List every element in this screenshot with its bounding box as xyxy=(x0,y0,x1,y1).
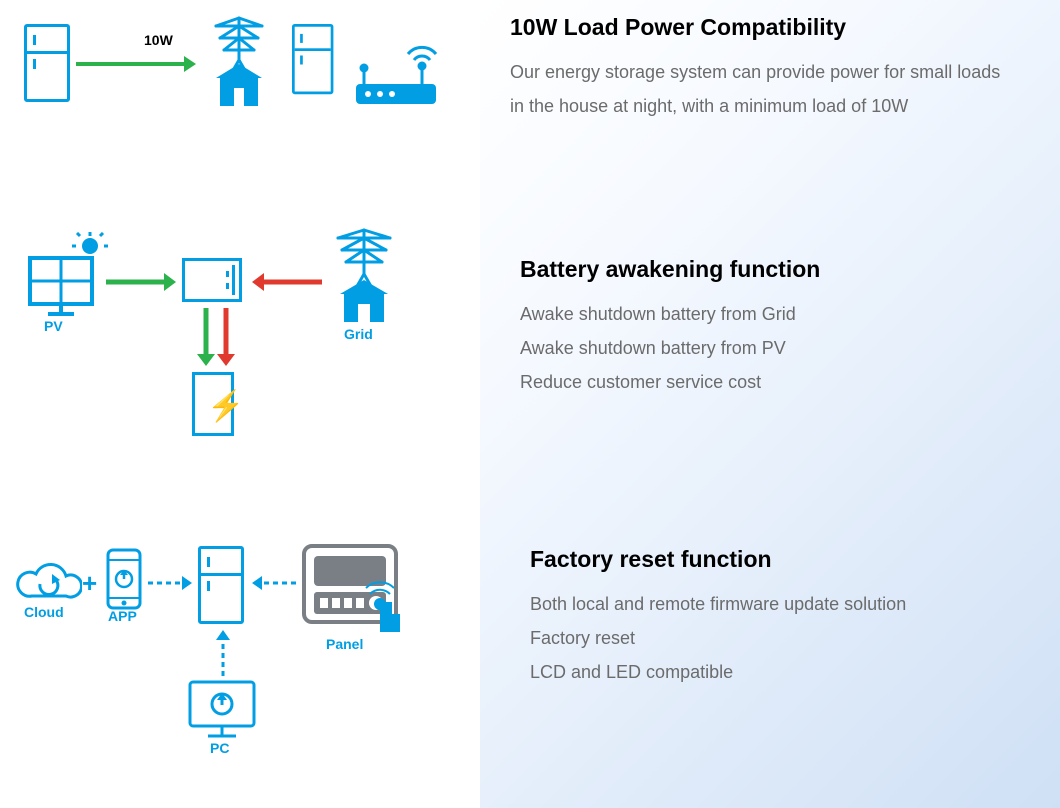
grid-label: Grid xyxy=(344,326,373,342)
section-1-body: Our energy storage system can provide po… xyxy=(510,55,1010,123)
pv-panel-icon xyxy=(24,232,114,322)
section-1-title: 10W Load Power Compatibility xyxy=(510,14,1010,41)
panel-icon xyxy=(300,542,410,634)
grid-icon xyxy=(324,226,404,326)
section-2-line-1: Awake shutdown battery from PV xyxy=(520,331,1020,365)
cloud-label: Cloud xyxy=(24,604,64,620)
arrow-10w xyxy=(76,54,196,74)
panel-label: Panel xyxy=(326,636,363,652)
app-phone-icon xyxy=(104,548,144,614)
arrow-grid-inverter xyxy=(252,272,322,292)
diagram-load-compat: 10W xyxy=(24,14,464,154)
arrow-panel-unit xyxy=(252,574,296,592)
battery-icon: ⚡ xyxy=(192,372,234,436)
grid-house-icon xyxy=(202,14,276,110)
section-2-title: Battery awakening function xyxy=(520,256,1020,283)
pc-icon xyxy=(184,678,260,744)
diagram-battery-awaken: PV xyxy=(24,232,464,482)
arrow-app-unit xyxy=(148,574,192,592)
arrow-pv-inverter xyxy=(106,272,176,292)
storage-unit-icon-2 xyxy=(198,546,244,624)
inverter-icon xyxy=(182,258,242,302)
section-3-line-0: Both local and remote firmware update so… xyxy=(530,587,1030,621)
arrow-label-10w: 10W xyxy=(144,32,173,48)
arrow-pc-unit xyxy=(214,630,232,676)
plus-icon: + xyxy=(82,568,97,599)
section-3-line-2: LCD and LED compatible xyxy=(530,655,1030,689)
fridge-icon xyxy=(292,24,333,94)
section-2-text: Battery awakening function Awake shutdow… xyxy=(520,256,1020,400)
section-3-text: Factory reset function Both local and re… xyxy=(530,546,1030,690)
arrow-down-green xyxy=(196,308,216,366)
section-3-title: Factory reset function xyxy=(530,546,1030,573)
storage-unit-icon xyxy=(24,24,70,102)
pv-label: PV xyxy=(44,318,63,334)
pc-label: PC xyxy=(210,740,229,756)
section-3-line-1: Factory reset xyxy=(530,621,1030,655)
app-label: APP xyxy=(108,608,137,624)
router-icon xyxy=(354,36,440,110)
section-1-text: 10W Load Power Compatibility Our energy … xyxy=(510,14,1010,123)
arrow-down-red xyxy=(216,308,236,366)
section-2-line-0: Awake shutdown battery from Grid xyxy=(520,297,1020,331)
diagram-factory-reset: Cloud + APP xyxy=(16,546,476,796)
section-2-line-2: Reduce customer service cost xyxy=(520,365,1020,399)
